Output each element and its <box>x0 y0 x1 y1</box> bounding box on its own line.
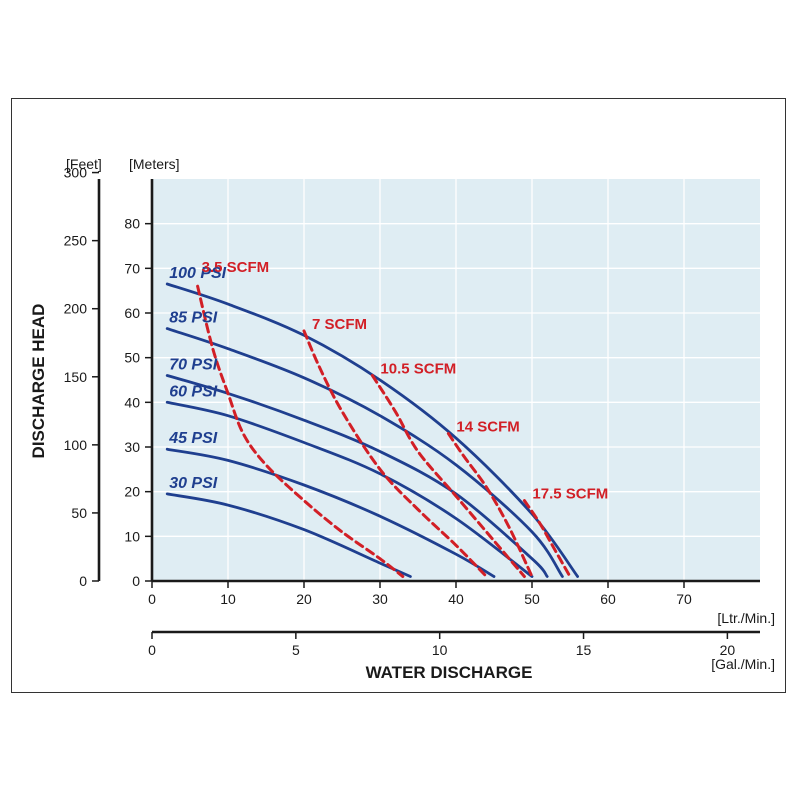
series-label-45-psi: 45 PSI <box>168 430 218 447</box>
y-unit-feet: [Feet] <box>66 156 102 172</box>
series-line-14-scfm <box>446 432 534 578</box>
series-label-60-psi: 60 PSI <box>169 383 218 400</box>
y-unit-meters: [Meters] <box>129 156 180 172</box>
y-feet-tick-label: 50 <box>71 505 87 521</box>
series-label-10-5-scfm: 10.5 SCFM <box>380 361 456 378</box>
series-label-100-psi: 100 PSI <box>169 265 226 282</box>
y-meter-tick-label: 80 <box>124 216 140 232</box>
y-axis-title: DISCHARGE HEAD <box>29 304 48 459</box>
y-meter-tick-label: 40 <box>124 394 140 410</box>
x-axis-title: WATER DISCHARGE <box>366 663 533 682</box>
y-feet-tick-label: 300 <box>64 165 88 181</box>
x-primary-tick-label: 10 <box>220 591 236 607</box>
chart-frame: 0 10 20 30 40 50 60 70 0 5 10 15 20 0 10 20 30 40 50 60 70 80… <box>11 98 786 693</box>
series-label-70-psi: 70 PSI <box>169 357 218 374</box>
series-label-7-scfm: 7 SCFM <box>312 316 367 333</box>
series-line-85-psi <box>165 327 564 578</box>
series-label-17-5-scfm: 17.5 SCFM <box>532 486 608 503</box>
series-line-70-psi <box>165 374 549 578</box>
series-labels: 100 PSI 85 PSI 70 PSI 60 PSI 45 PSI 30 PSI 3.5… <box>168 259 608 502</box>
series-line-10-5-scfm <box>370 374 526 578</box>
y-feet-tick-label: 200 <box>64 301 88 317</box>
y-meter-tick-label: 10 <box>124 528 140 544</box>
series-line-45-psi <box>165 447 496 578</box>
y-meter-tick-label: 0 <box>132 573 140 589</box>
series-label-85-psi: 85 PSI <box>169 310 218 327</box>
x-primary-tick-label: 0 <box>148 591 156 607</box>
y-meter-tick-label: 60 <box>124 305 140 321</box>
x-unit-secondary: [Gal./Min.] <box>711 656 775 672</box>
x-unit-primary: [Ltr./Min.] <box>717 610 775 626</box>
y-meter-tick-label: 30 <box>124 439 140 455</box>
y-feet-tick-label: 150 <box>64 369 88 385</box>
x-secondary-tick-label: 5 <box>292 642 300 658</box>
x-secondary-tick-label: 0 <box>148 642 156 658</box>
series-label-3-5-scfm: 3.5 SCFM <box>202 259 270 276</box>
x-primary-tick-label: 20 <box>296 591 312 607</box>
axes: 0 10 20 30 40 50 60 700 5 10 15 2001020304050607080… <box>64 165 760 658</box>
series-line-3-5-scfm <box>196 284 405 578</box>
x-primary-tick-label: 70 <box>676 591 692 607</box>
x-secondary-tick-label: 20 <box>720 642 736 658</box>
x-primary-tick-label: 60 <box>600 591 616 607</box>
y-feet-tick-label: 100 <box>64 437 88 453</box>
y-feet-tick-label: 0 <box>79 573 87 589</box>
x-secondary-tick-label: 10 <box>432 642 448 658</box>
series-line-17-5-scfm <box>522 499 572 578</box>
x-primary-tick-label: 30 <box>372 591 388 607</box>
y-meter-tick-label: 20 <box>124 484 140 500</box>
series-line-7-scfm <box>302 329 488 578</box>
y-meter-tick-label: 70 <box>124 260 140 276</box>
series-label-30-psi: 30 PSI <box>169 475 218 492</box>
pump-performance-chart: 0 10 20 30 40 50 60 700 5 10 15 2001020304050607080… <box>29 156 775 682</box>
x-primary-tick-label: 40 <box>448 591 464 607</box>
series-lines <box>165 282 579 578</box>
y-feet-tick-label: 250 <box>64 233 88 249</box>
series-label-14-scfm: 14 SCFM <box>456 419 519 436</box>
x-primary-tick-label: 50 <box>524 591 540 607</box>
y-meter-tick-label: 50 <box>124 350 140 366</box>
series-line-60-psi <box>165 400 534 578</box>
x-secondary-tick-label: 15 <box>576 642 592 658</box>
